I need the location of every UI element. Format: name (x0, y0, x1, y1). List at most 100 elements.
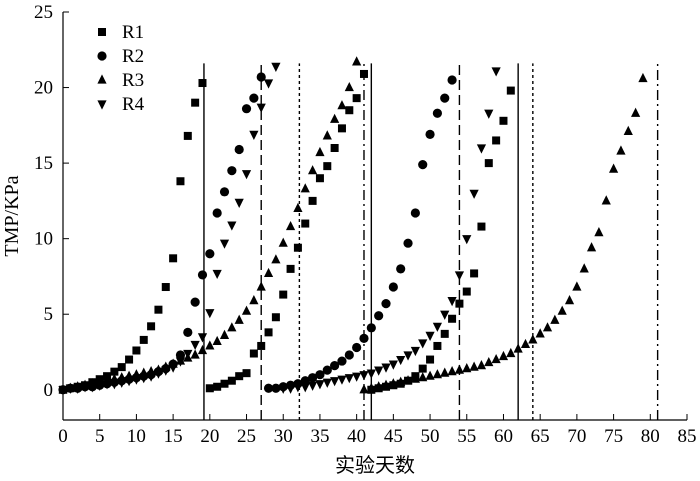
data-point-r2 (322, 365, 332, 375)
data-point-r2 (432, 108, 442, 118)
y-tick-label: 15 (34, 153, 53, 174)
data-point-r2 (388, 282, 398, 292)
data-point-r1 (213, 382, 222, 391)
data-point-r1 (242, 369, 251, 378)
data-point-r3 (322, 130, 332, 140)
data-point-r2 (374, 311, 384, 321)
data-point-r4 (484, 109, 494, 119)
data-point-r2 (308, 373, 318, 383)
y-tick-label: 0 (44, 380, 54, 401)
x-tick-label: 35 (310, 426, 329, 447)
data-point-r1 (176, 177, 185, 186)
data-point-r4 (256, 103, 266, 113)
data-point-r4 (462, 235, 472, 245)
data-point-r4 (183, 349, 193, 360)
data-point-r3 (344, 81, 354, 92)
data-point-r3 (557, 305, 567, 315)
data-point-r3 (594, 227, 604, 237)
legend-marker-r2 (97, 51, 107, 61)
data-point-r2 (344, 350, 354, 360)
data-point-r4 (476, 144, 487, 154)
data-point-r3 (234, 314, 244, 324)
legend-label-r2: R2 (122, 46, 144, 67)
data-point-r1 (264, 328, 273, 337)
data-point-r3 (403, 375, 413, 385)
data-point-r2 (410, 208, 420, 218)
data-point-r2 (241, 104, 252, 114)
data-point-r3 (601, 195, 611, 205)
legend-label-r3: R3 (122, 70, 144, 91)
data-point-r3 (337, 100, 347, 110)
data-point-r3 (608, 163, 619, 173)
data-point-r4 (241, 170, 252, 180)
legend-marker-r3 (97, 74, 107, 84)
x-tick-label: 80 (641, 426, 660, 447)
x-tick-label: 50 (421, 426, 440, 447)
data-point-r2 (337, 356, 347, 366)
data-point-r4 (271, 62, 281, 72)
x-tick-label: 60 (494, 426, 513, 447)
data-point-r4 (80, 383, 90, 393)
data-point-r3 (271, 254, 281, 264)
data-point-r4 (95, 381, 105, 391)
x-tick-label: 70 (567, 426, 586, 447)
data-point-r4 (219, 239, 230, 249)
legend-marker-r1 (98, 28, 106, 36)
data-point-r1 (286, 264, 295, 273)
data-point-r1 (198, 79, 207, 88)
x-tick-label: 0 (58, 426, 68, 447)
series-r3 (58, 56, 648, 394)
data-point-r1 (440, 329, 449, 338)
data-point-r3 (564, 295, 575, 305)
data-point-r4 (124, 377, 134, 387)
data-point-r4 (374, 366, 384, 376)
data-point-r3 (476, 360, 487, 370)
data-point-r4 (117, 378, 127, 388)
data-point-r3 (447, 366, 457, 376)
data-point-r4 (234, 198, 244, 208)
data-point-r4 (131, 375, 142, 385)
data-point-r1 (293, 243, 302, 252)
data-point-r2 (227, 166, 237, 176)
x-tick-label: 55 (457, 426, 476, 447)
data-point-r4 (263, 79, 274, 89)
data-point-r4 (337, 375, 347, 385)
data-point-r2 (425, 129, 435, 139)
data-point-r4 (300, 383, 310, 393)
data-point-r3 (212, 335, 222, 346)
data-point-r3 (205, 340, 215, 350)
data-point-r3 (227, 322, 237, 332)
data-point-r1 (323, 162, 332, 171)
data-point-r4 (315, 380, 325, 390)
data-point-r2 (190, 297, 200, 307)
data-point-r4 (396, 355, 406, 366)
data-point-r3 (263, 267, 274, 278)
data-point-r4 (197, 333, 208, 343)
data-point-r4 (146, 372, 156, 382)
data-point-r2 (175, 350, 186, 360)
data-point-r4 (388, 360, 398, 370)
data-point-r4 (418, 339, 428, 349)
data-point-r2 (440, 93, 450, 103)
data-point-r4 (109, 380, 119, 390)
data-point-r1 (337, 124, 346, 133)
data-point-r4 (469, 189, 479, 199)
y-tick-label: 5 (44, 304, 54, 325)
data-point-r3 (249, 295, 259, 305)
data-point-r3 (432, 369, 442, 379)
data-point-r3 (359, 384, 369, 394)
data-point-r3 (293, 202, 303, 213)
data-point-r1 (271, 313, 280, 322)
data-point-r4 (308, 381, 318, 391)
data-point-r4 (403, 351, 413, 361)
y-tick-label: 25 (34, 2, 53, 23)
data-point-r4 (175, 357, 186, 367)
data-point-r1 (418, 364, 427, 373)
data-point-r4 (352, 372, 362, 382)
data-point-r1 (279, 290, 288, 299)
data-point-r1 (330, 144, 339, 152)
data-point-r1 (147, 322, 156, 331)
data-point-r1 (139, 335, 148, 344)
x-tick-label: 75 (604, 426, 623, 447)
data-point-r3 (586, 242, 597, 252)
